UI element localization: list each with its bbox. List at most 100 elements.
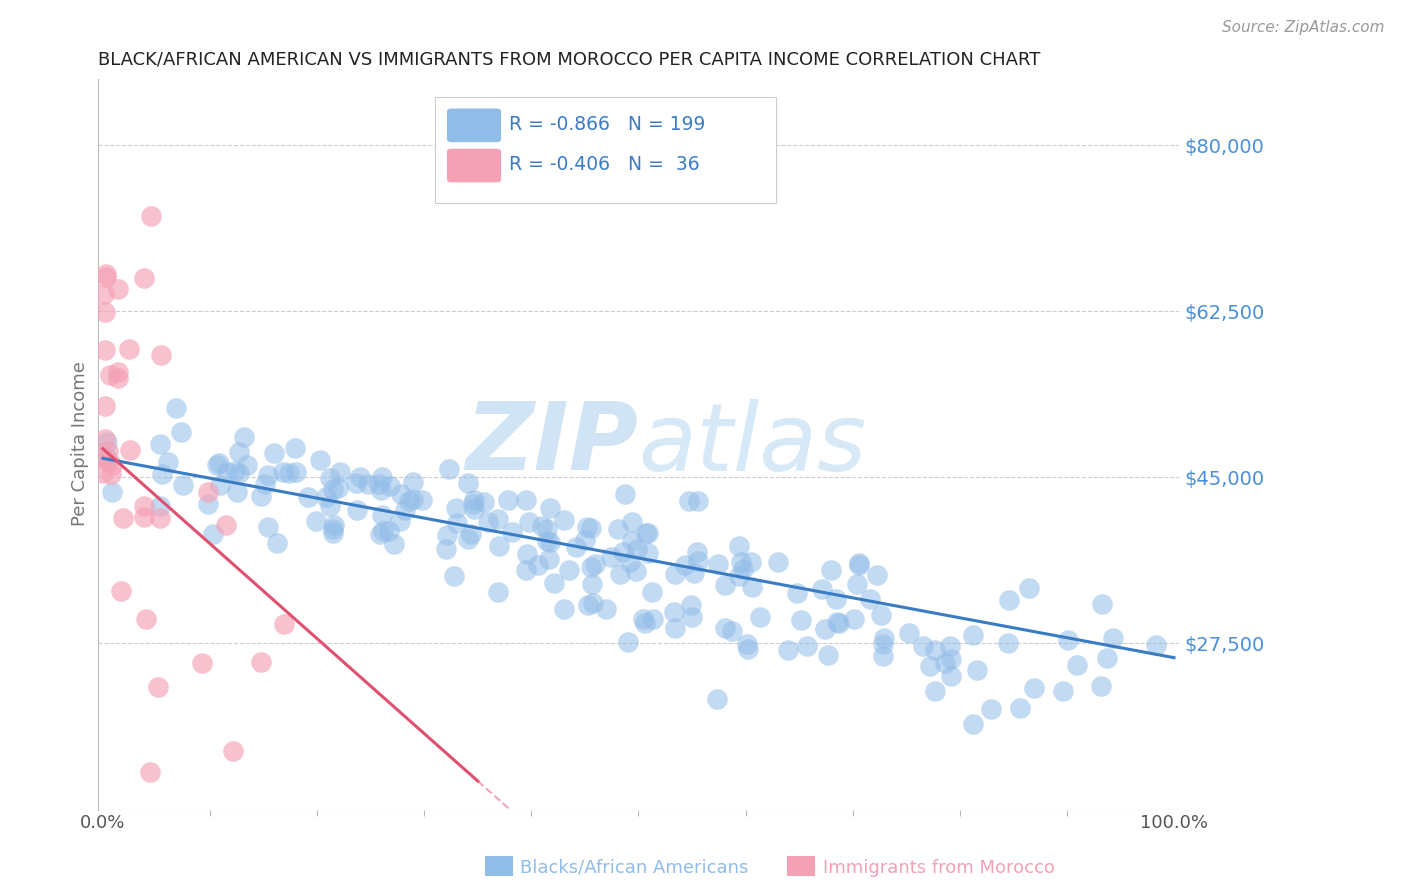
Point (842, 612, 865, 626)
Point (713, 621, 735, 635)
Text: Source: ZipAtlas.com: Source: ZipAtlas.com (1222, 20, 1385, 35)
Point (197, 497, 219, 511)
Text: R = -0.866   N = 199: R = -0.866 N = 199 (509, 115, 704, 134)
Point (637, 546, 659, 560)
Point (91, 450, 114, 465)
Point (278, 467, 301, 481)
Point (169, 425, 191, 439)
Point (394, 503, 416, 517)
Point (97, 454, 120, 468)
Point (924, 684, 946, 698)
Point (346, 503, 368, 517)
Point (202, 527, 225, 541)
Point (828, 616, 851, 631)
Point (319, 499, 342, 513)
Point (232, 430, 254, 444)
Point (565, 541, 588, 555)
Point (536, 522, 558, 536)
Point (257, 468, 280, 483)
Point (319, 471, 342, 485)
Point (215, 465, 238, 479)
Point (224, 463, 246, 477)
Point (96, 451, 118, 466)
Point (271, 465, 294, 479)
Point (538, 535, 561, 549)
Point (263, 446, 285, 460)
Point (686, 494, 709, 508)
Point (486, 585, 509, 599)
Point (728, 539, 751, 553)
Point (93, 432, 115, 446)
Point (93, 287, 115, 301)
Point (322, 522, 344, 536)
Point (621, 515, 644, 529)
Point (714, 578, 737, 592)
Point (579, 521, 602, 535)
Point (730, 555, 752, 569)
Point (172, 477, 194, 491)
Point (538, 552, 561, 566)
Point (100, 467, 122, 482)
Point (1095, 651, 1118, 665)
Point (356, 476, 378, 491)
Point (980, 702, 1002, 716)
Point (664, 567, 686, 582)
Point (434, 542, 457, 557)
Point (191, 657, 214, 671)
Point (728, 569, 751, 583)
Point (94, 267, 117, 281)
Point (538, 500, 561, 515)
Point (228, 445, 250, 459)
Point (1008, 701, 1031, 715)
Point (859, 592, 882, 607)
Point (599, 550, 621, 565)
Point (966, 663, 988, 677)
Point (624, 564, 647, 578)
Point (207, 458, 229, 472)
Point (488, 539, 510, 553)
Point (378, 479, 401, 493)
Point (825, 615, 848, 629)
Point (284, 465, 307, 479)
Point (378, 524, 401, 538)
Point (486, 512, 509, 526)
Point (688, 554, 710, 568)
Point (748, 609, 770, 624)
Point (934, 656, 956, 670)
Point (706, 558, 728, 572)
Point (463, 493, 485, 508)
Point (139, 209, 162, 223)
Point (962, 628, 984, 642)
Point (613, 486, 636, 500)
Point (150, 467, 173, 481)
Point (637, 525, 659, 540)
Point (962, 717, 984, 731)
Point (612, 545, 634, 559)
Point (112, 511, 135, 525)
Point (515, 492, 537, 507)
Point (620, 534, 643, 549)
Point (579, 560, 602, 574)
Point (96, 435, 118, 450)
Point (149, 499, 172, 513)
Point (641, 585, 664, 599)
Point (824, 591, 846, 606)
Point (516, 547, 538, 561)
Point (517, 515, 540, 529)
Point (673, 558, 696, 572)
Point (371, 470, 394, 484)
Point (634, 616, 657, 631)
Point (97, 443, 120, 458)
Point (398, 493, 420, 508)
Point (576, 598, 599, 612)
FancyBboxPatch shape (447, 109, 501, 142)
Point (329, 465, 352, 479)
Point (308, 453, 330, 467)
Point (166, 401, 188, 415)
Point (686, 545, 709, 559)
Y-axis label: Per Capita Income: Per Capita Income (72, 361, 89, 526)
Point (941, 651, 963, 665)
Point (444, 500, 467, 515)
Point (583, 557, 606, 571)
Point (1091, 597, 1114, 611)
